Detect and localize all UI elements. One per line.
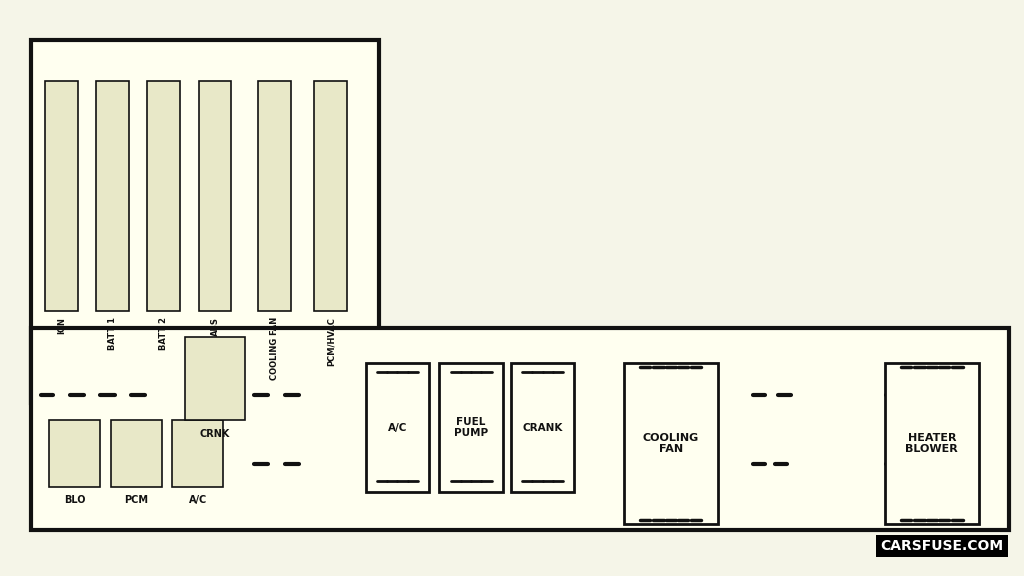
Bar <box>96 81 129 311</box>
Bar <box>511 363 574 492</box>
Text: FUEL
PUMP: FUEL PUMP <box>454 417 488 438</box>
Text: COOLING FAN: COOLING FAN <box>270 317 279 380</box>
Text: CRNK: CRNK <box>200 429 230 439</box>
Text: A/C: A/C <box>388 423 407 433</box>
Bar <box>366 363 429 492</box>
Text: CRANK: CRANK <box>522 423 563 433</box>
Bar <box>45 81 78 311</box>
Bar <box>111 420 162 487</box>
Bar <box>172 420 223 487</box>
Bar <box>624 363 718 524</box>
Text: PCM: PCM <box>124 495 148 505</box>
Bar <box>885 363 979 524</box>
Bar <box>185 337 245 420</box>
Text: BLO: BLO <box>65 495 85 505</box>
Bar <box>258 81 291 311</box>
Text: COOLING
FAN: COOLING FAN <box>643 433 698 454</box>
Text: ABS: ABS <box>211 317 219 336</box>
Bar <box>147 81 180 311</box>
Text: HEATER
BLOWER: HEATER BLOWER <box>905 433 958 454</box>
Text: PCM/HVAC: PCM/HVAC <box>327 317 335 366</box>
Text: BATT 1: BATT 1 <box>109 317 117 350</box>
Text: CARSFUSE.COM: CARSFUSE.COM <box>881 539 1004 553</box>
Bar <box>199 81 231 311</box>
Text: BATT 2: BATT 2 <box>160 317 168 350</box>
Bar <box>31 40 379 403</box>
Bar <box>31 328 1009 530</box>
Bar <box>49 420 100 487</box>
Bar <box>314 81 347 311</box>
Bar <box>439 363 503 492</box>
Text: IGN: IGN <box>57 317 66 334</box>
Text: A/C: A/C <box>188 495 207 505</box>
